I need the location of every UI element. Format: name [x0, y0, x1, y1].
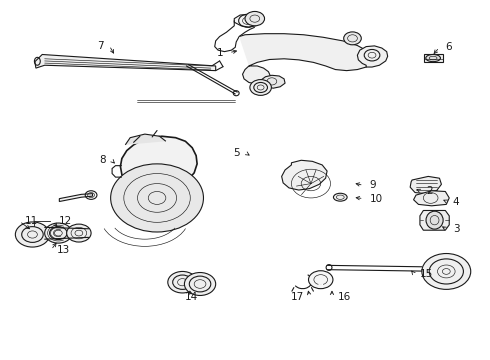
Text: 9: 9: [369, 180, 376, 190]
Polygon shape: [234, 14, 260, 27]
Polygon shape: [357, 46, 388, 67]
Polygon shape: [260, 75, 285, 88]
Polygon shape: [282, 160, 327, 190]
Text: 14: 14: [185, 292, 198, 302]
Circle shape: [111, 164, 203, 232]
Text: 2: 2: [426, 186, 432, 196]
Circle shape: [309, 271, 333, 289]
Circle shape: [15, 222, 49, 247]
Circle shape: [45, 223, 72, 243]
Polygon shape: [35, 54, 216, 71]
Polygon shape: [121, 136, 197, 193]
Text: 3: 3: [453, 225, 459, 234]
Circle shape: [422, 253, 471, 289]
Text: 10: 10: [369, 194, 383, 204]
Circle shape: [67, 224, 91, 242]
Polygon shape: [125, 134, 166, 145]
Text: 12: 12: [58, 216, 72, 226]
Text: 6: 6: [445, 42, 452, 52]
Circle shape: [250, 80, 271, 95]
Text: 4: 4: [453, 197, 459, 207]
Polygon shape: [420, 211, 449, 230]
Ellipse shape: [426, 211, 443, 229]
Polygon shape: [414, 191, 449, 206]
Ellipse shape: [426, 54, 441, 62]
Polygon shape: [59, 194, 93, 202]
Text: 5: 5: [234, 148, 240, 158]
Text: 7: 7: [97, 41, 103, 50]
Text: 1: 1: [217, 48, 223, 58]
Circle shape: [245, 12, 265, 26]
Polygon shape: [424, 54, 443, 62]
Circle shape: [168, 271, 197, 293]
Polygon shape: [239, 34, 372, 84]
Text: 16: 16: [338, 292, 351, 302]
Text: 17: 17: [291, 292, 304, 302]
Text: 11: 11: [25, 216, 38, 226]
Circle shape: [343, 32, 361, 45]
Ellipse shape: [333, 193, 347, 201]
Text: 13: 13: [57, 245, 70, 255]
Circle shape: [184, 273, 216, 296]
Text: 8: 8: [99, 155, 106, 165]
Polygon shape: [410, 176, 441, 194]
Text: 15: 15: [420, 269, 433, 279]
